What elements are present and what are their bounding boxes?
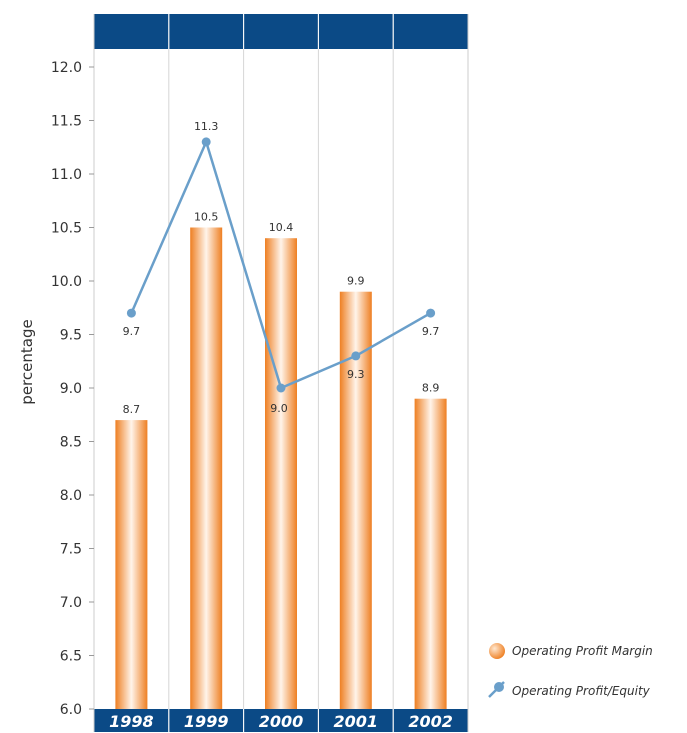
y-tick-label: 9.0: [60, 381, 82, 397]
y-tick-label: 11.0: [51, 167, 82, 183]
y-tick-label: 10.5: [51, 221, 82, 237]
legend-line-marker: [494, 682, 504, 692]
bar: [190, 227, 223, 709]
bar: [414, 398, 447, 709]
bar-value-label: 10.5: [194, 211, 219, 224]
bar-series: [115, 227, 447, 709]
bar-labels: 8.7 10.5 10.4 9.9 8.9: [123, 211, 440, 417]
line-value-label: 9.7: [422, 325, 440, 338]
category-label: 2002: [408, 712, 453, 731]
y-tick-label: 8.5: [60, 435, 82, 451]
legend-bar-swatch: [489, 643, 505, 659]
category-label: 2000: [259, 712, 304, 731]
line-value-label: 9.0: [270, 402, 288, 415]
bar: [265, 238, 297, 709]
line-value-label: 11.3: [194, 120, 219, 133]
y-tick-label: 6.5: [60, 649, 82, 665]
line-series: 9.7 11.3 9.0 9.3 9.7: [123, 120, 440, 415]
legend-item-line: Operating Profit/Equity: [488, 681, 651, 698]
y-tick-label: 12.0: [51, 60, 82, 76]
legend: Operating Profit Margin Operating Profit…: [488, 643, 653, 698]
legend-line-label: Operating Profit/Equity: [512, 684, 651, 698]
y-axis: 6.0 6.5 7.0 7.5 8.0 8.5 9.0 9.5 10.0 10.5 11.0 11.5…: [51, 60, 94, 718]
category-band: [94, 709, 468, 732]
y-tick-label: 8.0: [60, 488, 82, 504]
category-label: 2001: [334, 712, 379, 731]
bar-value-label: 9.9: [347, 275, 365, 288]
y-tick-label: 7.5: [60, 542, 82, 558]
line-point: [426, 308, 436, 318]
y-tick-label: 11.5: [51, 114, 82, 130]
y-axis-label: percentage: [18, 319, 36, 404]
bar: [115, 420, 148, 709]
header-band: [94, 14, 468, 49]
category-label: 1999: [184, 712, 229, 731]
bar-value-label: 10.4: [269, 221, 294, 234]
y-tick-label: 9.5: [60, 328, 82, 344]
line-value-label: 9.3: [347, 368, 365, 381]
legend-bar-label: Operating Profit Margin: [512, 644, 653, 658]
bar-value-label: 8.9: [422, 382, 440, 395]
legend-item-bar: Operating Profit Margin: [489, 643, 653, 659]
line-value-label: 9.7: [123, 325, 141, 338]
y-tick-label: 10.0: [51, 274, 82, 290]
line-point: [126, 308, 136, 318]
line-point: [201, 137, 211, 147]
y-tick-label: 6.0: [60, 702, 82, 718]
line-point: [351, 351, 361, 361]
line-point: [276, 383, 286, 393]
bar-value-label: 8.7: [123, 403, 141, 416]
category-labels: 1998 1999 2000 2001 2002: [109, 712, 453, 731]
y-tick-label: 7.0: [60, 595, 82, 611]
category-label: 1998: [109, 712, 154, 731]
